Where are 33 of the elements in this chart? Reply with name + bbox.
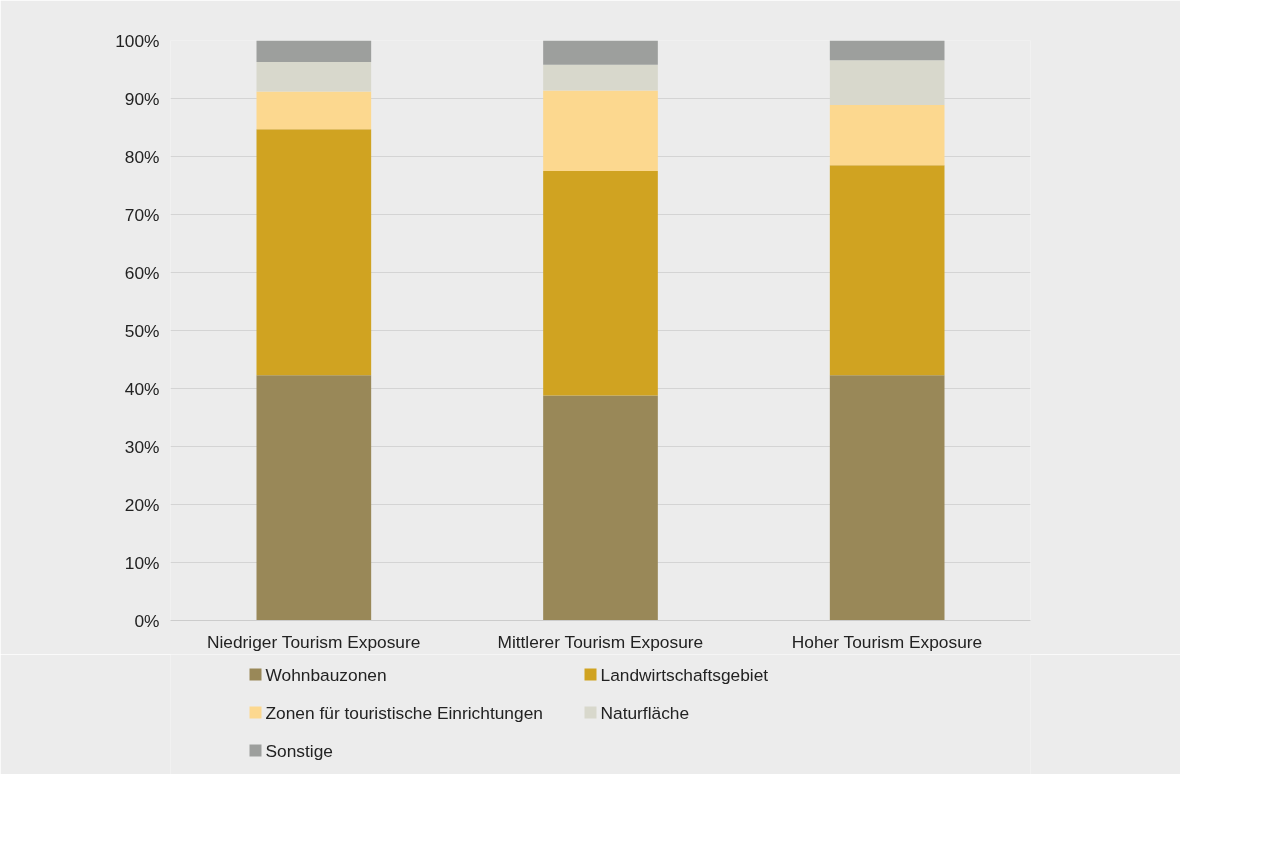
bar xyxy=(829,375,945,621)
y-tick-label: 60% xyxy=(124,262,160,283)
y-tick-label: 80% xyxy=(124,146,160,167)
bar xyxy=(829,104,945,166)
y-tick-label: 50% xyxy=(124,320,160,341)
bar xyxy=(543,40,658,65)
y-tick-label: 0% xyxy=(134,610,160,631)
y-tick-label: 40% xyxy=(124,378,160,399)
legend-label: Wohnbauzonen xyxy=(265,664,387,685)
bar xyxy=(543,64,658,91)
bar xyxy=(543,90,658,171)
bar xyxy=(543,395,658,621)
legend-label: Sonstige xyxy=(265,740,333,761)
x-tick-label: Niedriger Tourism Exposure xyxy=(206,631,421,652)
y-tick-label: 90% xyxy=(124,88,160,109)
y-tick-label: 20% xyxy=(124,494,160,515)
bar xyxy=(829,40,945,61)
bar xyxy=(256,40,372,62)
y-tick-label: 100% xyxy=(115,30,160,51)
bar xyxy=(256,129,372,376)
bar xyxy=(256,91,372,130)
y-tick-label: 10% xyxy=(124,552,160,573)
y-tick-label: 30% xyxy=(124,436,160,457)
bar xyxy=(256,375,372,621)
bar xyxy=(256,61,372,92)
x-tick-label: Hoher Tourism Exposure xyxy=(791,631,983,652)
y-tick-label: 70% xyxy=(124,204,160,225)
bar xyxy=(543,171,658,396)
x-tick-label: Mittlerer Tourism Exposure xyxy=(497,631,704,652)
legend-label: Landwirtschaftsgebiet xyxy=(600,664,769,685)
legend-label: Naturfläche xyxy=(600,702,690,723)
bar xyxy=(829,165,945,376)
legend-label: Zonen für touristische Einrichtungen xyxy=(265,702,543,723)
